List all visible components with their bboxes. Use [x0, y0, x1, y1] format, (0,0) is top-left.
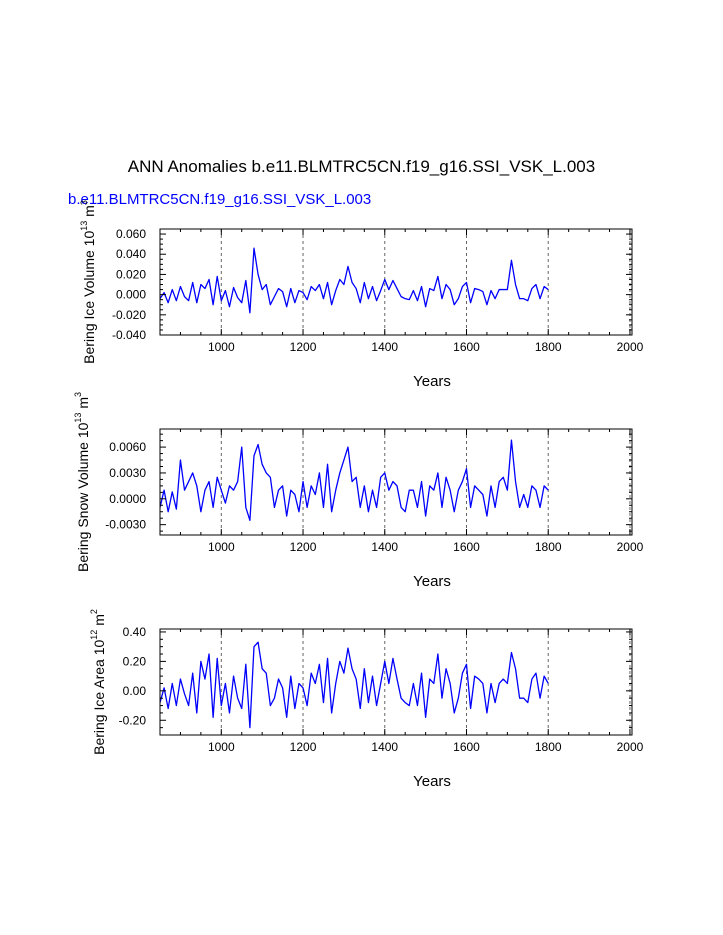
- ice-volume-ytick-label: 0.040: [116, 247, 146, 261]
- ice-area-ytick-label: -0.20: [119, 713, 147, 727]
- ice-area-xtick-label: 1600: [453, 740, 480, 754]
- ice-volume-xtick-label: 2000: [617, 340, 644, 354]
- snow-volume-xaxis-title: Years: [413, 573, 451, 590]
- snow-volume-ytick-label: -0.0030: [105, 518, 146, 532]
- ice-area-xtick-label: 1200: [290, 740, 317, 754]
- ice-area-xtick-label: 1400: [371, 740, 398, 754]
- figure-title: ANN Anomalies b.e11.BLMTRC5CN.f19_g16.SS…: [128, 157, 595, 176]
- ice-volume-ytick-label: -0.020: [112, 308, 146, 322]
- snow-volume-xtick-label: 2000: [617, 540, 644, 554]
- ice-volume-ytick-label: 0.060: [116, 227, 146, 241]
- ice-area-xtick-label: 1800: [535, 740, 562, 754]
- ice-area-xtick-label: 2000: [617, 740, 644, 754]
- snow-volume-xtick-label: 1600: [453, 540, 480, 554]
- ice-volume-xtick-label: 1000: [208, 340, 235, 354]
- snow-volume-plot-frame: [159, 428, 633, 536]
- snow-volume-ytick-label: 0.0000: [109, 492, 146, 506]
- snow-volume-xtick-label: 1800: [535, 540, 562, 554]
- snow-volume-series-line: [159, 439, 549, 521]
- ice-area-ytick-label: 0.00: [123, 684, 147, 698]
- ice-volume-xtick-label: 1800: [535, 340, 562, 354]
- snow-volume-xtick-label: 1400: [371, 540, 398, 554]
- snow-volume-ytick-label: 0.0030: [109, 466, 146, 480]
- snow-volume-xtick-label: 1200: [290, 540, 317, 554]
- ice-area-xaxis-title: Years: [413, 773, 451, 790]
- ice-area-ytick-label: 0.40: [123, 625, 147, 639]
- figure-subtitle: b.e11.BLMTRC5CN.f19_g16.SSI_VSK_L.003: [68, 191, 371, 208]
- snow-volume-xtick-label: 1000: [208, 540, 235, 554]
- ice-volume-ytick-label: 0.000: [116, 288, 146, 302]
- ice-volume-yaxis-title: Bering Ice Volume 1013 m3: [79, 200, 97, 364]
- ice-area-series-line: [159, 641, 549, 729]
- ice-volume-xtick-label: 1200: [290, 340, 317, 354]
- ice-volume-xaxis-title: Years: [413, 373, 451, 390]
- ice-volume-panel: 1000 1200 1400 1600 1800 2000 -0.040 -0.020 0.00…: [79, 200, 644, 390]
- ice-volume-series-line: [159, 247, 549, 314]
- ice-volume-xtick-label: 1400: [371, 340, 398, 354]
- ice-area-yaxis-title: Bering Ice Area 1012 m2: [89, 609, 107, 755]
- ice-volume-xtick-label: 1600: [453, 340, 480, 354]
- ice-volume-plot-frame: [159, 228, 633, 336]
- ice-area-ytick-label: 0.20: [123, 654, 147, 668]
- ice-area-panel: 1000 1200 1400 1600 1800 2000 -0.20 0.00 0.20 0.4…: [89, 609, 644, 790]
- snow-volume-panel: 1000 1200 1400 1600 1800 2000 -0.0030 0.0000 0.0…: [73, 392, 644, 590]
- snow-volume-ytick-label: 0.0060: [109, 440, 146, 454]
- snow-volume-yaxis-title: Bering Snow Volume 1013 m3: [73, 392, 91, 572]
- ice-area-plot-frame: [159, 628, 633, 736]
- ice-area-xtick-label: 1000: [208, 740, 235, 754]
- ice-volume-ytick-label: 0.020: [116, 267, 146, 281]
- ice-volume-ytick-label: -0.040: [112, 328, 146, 342]
